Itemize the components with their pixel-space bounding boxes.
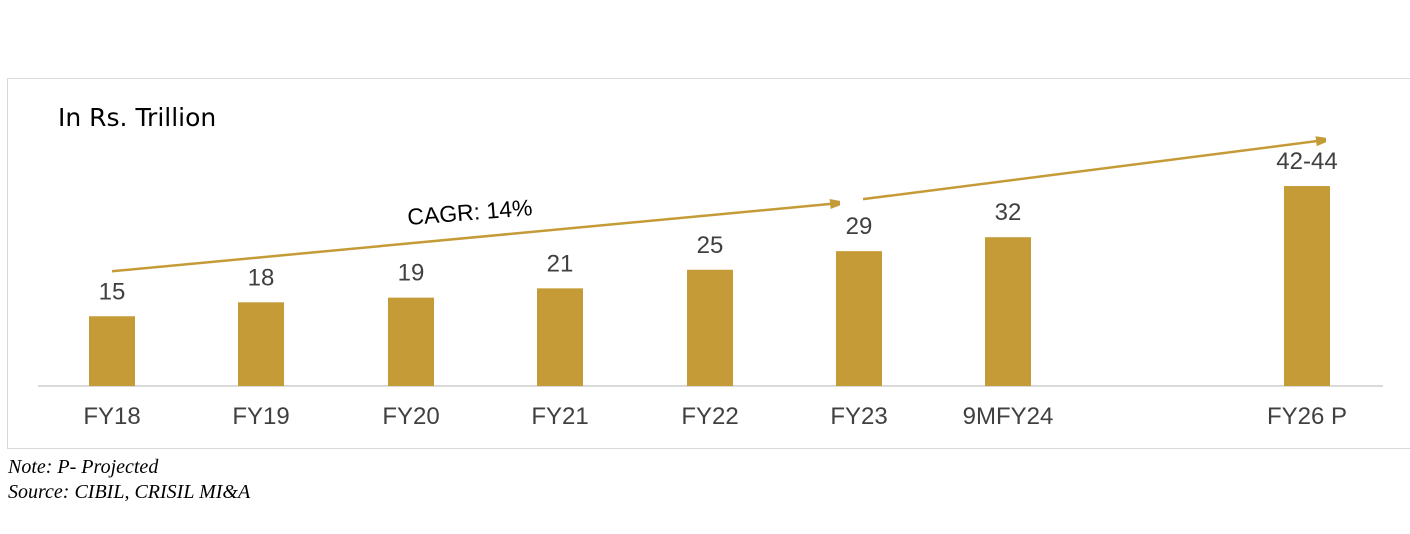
data-label: 42-44 bbox=[1276, 148, 1337, 175]
bar-chart: 15 FY18 18 FY19 19 FY20 21 FY21 25 FY22 29 FY23 32 9M… bbox=[38, 79, 1383, 430]
x-tick-label: FY18 bbox=[83, 403, 140, 430]
data-label: 29 bbox=[846, 213, 873, 240]
bar-fy18 bbox=[89, 316, 135, 386]
bar-fy23 bbox=[836, 251, 882, 386]
bar-fy26-p bbox=[1284, 186, 1330, 386]
chart-notes: Note: P- Projected Source: CIBIL, CRISIL… bbox=[8, 455, 250, 505]
x-tick-label: FY23 bbox=[830, 403, 887, 430]
x-tick-label: FY22 bbox=[681, 403, 738, 430]
x-tick-label: 9MFY24 bbox=[963, 403, 1054, 430]
data-label: 15 bbox=[99, 278, 126, 305]
x-tick-label: FY20 bbox=[382, 403, 439, 430]
x-tick-label: FY26 P bbox=[1267, 403, 1347, 430]
cagr-arrow-1 bbox=[111, 203, 839, 273]
unit-label: In Rs. Trillion bbox=[58, 103, 217, 132]
data-label: 19 bbox=[398, 260, 425, 287]
source-text: Source: CIBIL, CRISIL MI&A bbox=[8, 481, 251, 503]
chart-frame: In Rs. Trillion 15 FY18 18 FY19 19 FY20 21 FY21… bbox=[7, 78, 1410, 449]
cagr-arrow-2 bbox=[862, 140, 1325, 201]
bar-fy20 bbox=[388, 297, 434, 386]
x-tick-label: FY21 bbox=[531, 403, 588, 430]
note-text: Note: P- Projected bbox=[8, 456, 159, 478]
x-tick-label: FY19 bbox=[232, 403, 289, 430]
data-label: 18 bbox=[248, 264, 275, 291]
data-label: 25 bbox=[697, 232, 724, 259]
bar-9mfy24 bbox=[985, 237, 1031, 386]
data-label: 32 bbox=[995, 199, 1022, 226]
bar-fy21 bbox=[537, 288, 583, 386]
cagr-annotation: CAGR: 14% bbox=[406, 194, 533, 230]
bar-fy19 bbox=[238, 302, 284, 386]
bar-fy22 bbox=[687, 269, 733, 386]
data-label: 21 bbox=[547, 250, 574, 277]
